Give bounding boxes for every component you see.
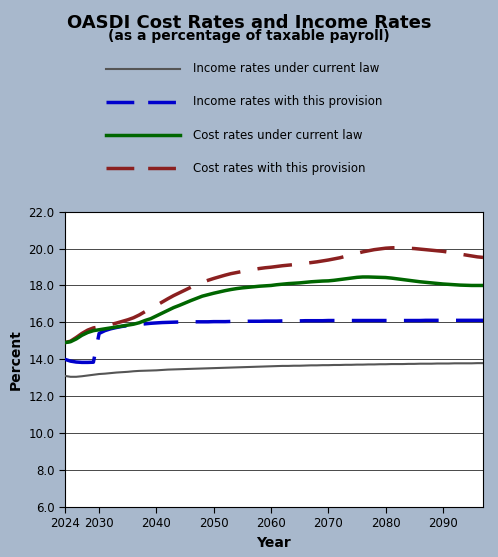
Text: Cost rates under current law: Cost rates under current law: [193, 129, 363, 141]
Text: Cost rates with this provision: Cost rates with this provision: [193, 162, 366, 174]
Text: Income rates with this provision: Income rates with this provision: [193, 95, 382, 109]
X-axis label: Year: Year: [256, 536, 291, 550]
Text: Income rates under current law: Income rates under current law: [193, 62, 379, 75]
Text: OASDI Cost Rates and Income Rates: OASDI Cost Rates and Income Rates: [67, 14, 431, 32]
Y-axis label: Percent: Percent: [8, 329, 22, 390]
Text: (as a percentage of taxable payroll): (as a percentage of taxable payroll): [108, 29, 390, 43]
